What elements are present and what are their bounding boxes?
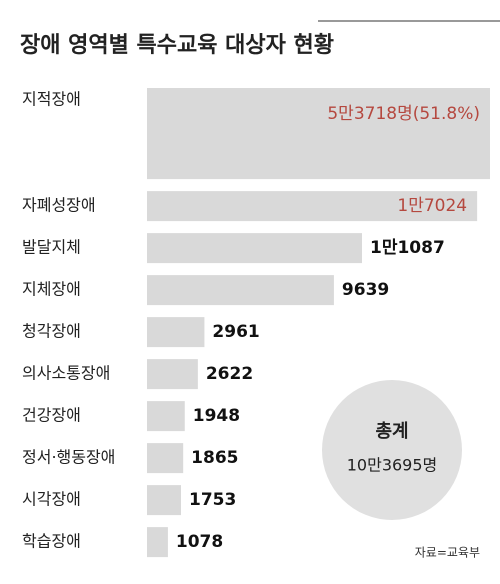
total-value: 10만3695명	[347, 456, 438, 475]
category-label: 청각장애	[22, 322, 81, 341]
category-label: 지체장애	[22, 280, 81, 299]
category-label: 자폐성장애	[22, 196, 96, 215]
bar	[147, 443, 184, 474]
chart-title: 장애 영역별 특수교육 대상자 현황	[20, 33, 334, 58]
category-label: 학습장애	[22, 532, 81, 551]
value-label: 1865	[191, 448, 238, 468]
value-label: 1만1087	[370, 238, 445, 258]
bar	[147, 233, 362, 264]
value-label: 1078	[176, 532, 223, 552]
value-label: 5만3718명(51.8%)	[327, 104, 480, 124]
bar	[147, 191, 478, 222]
value-label: 1만7024	[397, 196, 467, 216]
source: 자료=교육부	[415, 546, 480, 560]
category-label: 시각장애	[22, 490, 81, 509]
value-label: 2961	[212, 322, 259, 342]
category-label: 정서·행동장애	[22, 448, 115, 467]
category-label: 의사소통장애	[22, 364, 110, 383]
bar	[147, 317, 205, 348]
bar	[147, 359, 198, 390]
value-label: 2622	[206, 364, 253, 384]
bar	[147, 527, 168, 558]
total-circle	[322, 380, 462, 520]
bar	[147, 88, 490, 180]
value-label: 9639	[342, 280, 389, 300]
value-label: 1948	[193, 406, 240, 426]
value-label: 1753	[189, 490, 236, 510]
total-label: 총계	[375, 421, 408, 442]
category-label: 건강장애	[22, 406, 81, 425]
bar	[147, 485, 181, 516]
bar	[147, 401, 185, 432]
bar	[147, 275, 334, 306]
category-label: 발달지체	[22, 238, 81, 257]
category-label: 지적장애	[22, 90, 81, 109]
